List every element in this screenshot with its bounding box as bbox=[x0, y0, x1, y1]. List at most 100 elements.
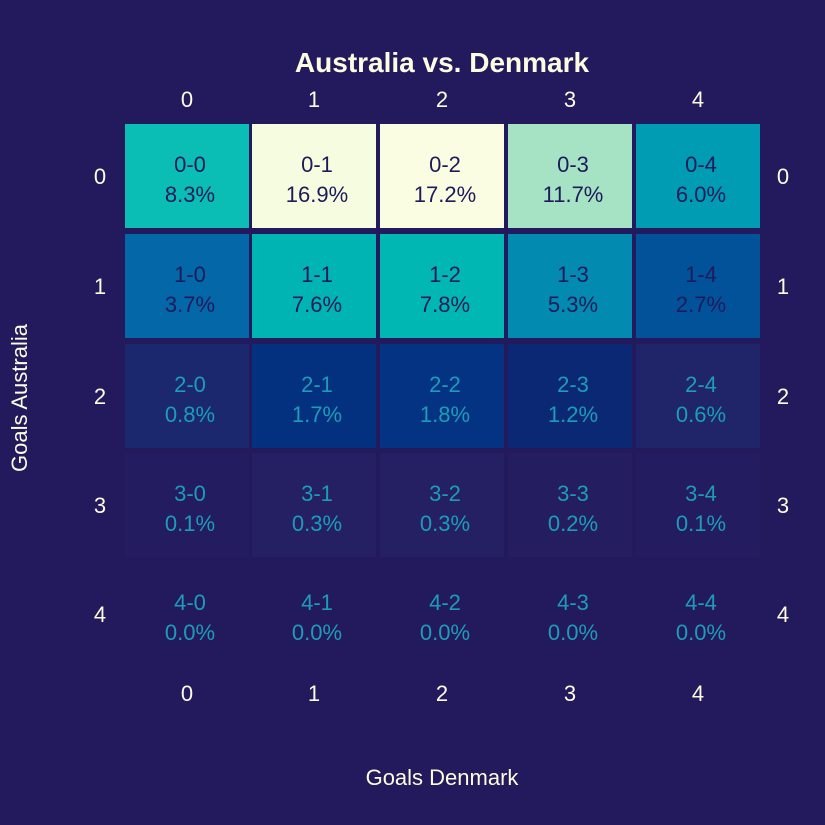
heatmap-cell-rect bbox=[508, 124, 632, 228]
cell-percent-label: 16.9% bbox=[286, 182, 348, 207]
x-tick-bottom: 2 bbox=[436, 681, 448, 706]
heatmap-cell: 4-3 0.0% bbox=[508, 562, 632, 666]
cell-score-label: 0-3 bbox=[557, 152, 589, 177]
cell-percent-label: 0.2% bbox=[548, 511, 598, 536]
heatmap-cell-rect bbox=[125, 234, 249, 338]
heatmap-cell: 2-1 1.7% bbox=[252, 344, 376, 448]
cell-score-label: 1-2 bbox=[429, 262, 461, 287]
heatmap-cell: 1-0 3.7% bbox=[125, 234, 249, 338]
cell-score-label: 3-4 bbox=[685, 481, 717, 506]
heatmap-cell: 0-0 8.3% bbox=[125, 124, 249, 228]
heatmap-cell: 3-0 0.1% bbox=[125, 453, 249, 557]
heatmap-cell-rect bbox=[380, 453, 504, 557]
heatmap-cell: 2-2 1.8% bbox=[380, 344, 504, 448]
heatmap-cell-rect bbox=[125, 453, 249, 557]
cell-percent-label: 2.7% bbox=[676, 292, 726, 317]
x-axis-label: Goals Denmark bbox=[366, 765, 520, 790]
y-tick-left: 0 bbox=[94, 164, 106, 189]
cell-percent-label: 0.1% bbox=[676, 511, 726, 536]
y-tick-right: 0 bbox=[777, 164, 789, 189]
cell-percent-label: 3.7% bbox=[165, 292, 215, 317]
cell-score-label: 2-4 bbox=[685, 372, 717, 397]
heatmap-cell-rect bbox=[636, 344, 760, 448]
cell-score-label: 0-4 bbox=[685, 152, 717, 177]
cell-percent-label: 1.2% bbox=[548, 402, 598, 427]
heatmap-cell-rect bbox=[252, 234, 376, 338]
x-tick-top: 1 bbox=[308, 87, 320, 112]
cell-percent-label: 17.2% bbox=[414, 182, 476, 207]
x-tick-bottom: 4 bbox=[692, 681, 704, 706]
y-tick-left: 4 bbox=[94, 602, 106, 627]
heatmap-cell-rect bbox=[125, 344, 249, 448]
heatmap-cell-rect bbox=[636, 124, 760, 228]
x-tick-top: 2 bbox=[436, 87, 448, 112]
cell-percent-label: 7.8% bbox=[420, 292, 470, 317]
heatmap-cell: 2-4 0.6% bbox=[636, 344, 760, 448]
y-tick-right: 4 bbox=[777, 602, 789, 627]
cell-percent-label: 0.8% bbox=[165, 402, 215, 427]
heatmap-cell: 4-4 0.0% bbox=[636, 562, 760, 666]
heatmap-cell: 1-4 2.7% bbox=[636, 234, 760, 338]
heatmap-cell-rect bbox=[380, 562, 504, 666]
heatmap-cell: 0-4 6.0% bbox=[636, 124, 760, 228]
x-tick-top: 3 bbox=[564, 87, 576, 112]
cell-percent-label: 0.0% bbox=[420, 620, 470, 645]
cell-percent-label: 0.1% bbox=[165, 511, 215, 536]
y-axis-label: Goals Australia bbox=[7, 323, 32, 472]
cell-score-label: 1-1 bbox=[301, 262, 333, 287]
heatmap-cell-rect bbox=[125, 124, 249, 228]
heatmap-cell-rect bbox=[380, 344, 504, 448]
cell-score-label: 1-3 bbox=[557, 262, 589, 287]
chart-title: Australia vs. Denmark bbox=[295, 47, 590, 78]
cell-percent-label: 1.8% bbox=[420, 402, 470, 427]
heatmap-cell-rect bbox=[380, 124, 504, 228]
heatmap-cell-rect bbox=[380, 234, 504, 338]
cell-percent-label: 11.7% bbox=[543, 182, 604, 207]
heatmap-cell-rect bbox=[252, 562, 376, 666]
cell-score-label: 3-1 bbox=[301, 481, 333, 506]
cell-score-label: 1-4 bbox=[685, 262, 717, 287]
cell-percent-label: 0.0% bbox=[548, 620, 598, 645]
cell-percent-label: 1.7% bbox=[292, 402, 342, 427]
heatmap-cells: 0-0 8.3% 0-1 16.9% 0-2 17.2% 0-3 11.7% 0-4 6.0% 1-… bbox=[125, 124, 760, 666]
cell-percent-label: 0.0% bbox=[292, 620, 342, 645]
axis-ticks: 0 0 1 1 2 2 3 3 4 4 0 0 1 1 2 2 3 3 4 4 bbox=[94, 87, 789, 706]
cell-score-label: 0-2 bbox=[429, 152, 461, 177]
heatmap-cell: 4-0 0.0% bbox=[125, 562, 249, 666]
cell-percent-label: 0.0% bbox=[676, 620, 726, 645]
heatmap-cell-rect bbox=[252, 344, 376, 448]
heatmap-cell: 0-3 11.7% bbox=[508, 124, 632, 228]
heatmap-cell: 3-1 0.3% bbox=[252, 453, 376, 557]
x-tick-bottom: 1 bbox=[308, 681, 320, 706]
y-tick-left: 2 bbox=[94, 384, 106, 409]
cell-score-label: 1-0 bbox=[174, 262, 206, 287]
y-tick-right: 3 bbox=[777, 493, 789, 518]
cell-percent-label: 0.6% bbox=[676, 402, 726, 427]
heatmap-cell: 2-0 0.8% bbox=[125, 344, 249, 448]
cell-score-label: 4-1 bbox=[301, 590, 333, 615]
cell-score-label: 3-3 bbox=[557, 481, 589, 506]
heatmap-cell-rect bbox=[636, 234, 760, 338]
heatmap-cell-rect bbox=[508, 344, 632, 448]
x-tick-top: 4 bbox=[692, 87, 704, 112]
x-tick-bottom: 3 bbox=[564, 681, 576, 706]
cell-score-label: 0-0 bbox=[174, 152, 206, 177]
heatmap-cell: 4-1 0.0% bbox=[252, 562, 376, 666]
heatmap-cell: 1-2 7.8% bbox=[380, 234, 504, 338]
cell-score-label: 4-3 bbox=[557, 590, 589, 615]
heatmap-cell-rect bbox=[252, 453, 376, 557]
heatmap-cell-rect bbox=[125, 562, 249, 666]
y-tick-left: 1 bbox=[94, 274, 106, 299]
cell-score-label: 2-1 bbox=[301, 372, 333, 397]
cell-percent-label: 6.0% bbox=[676, 182, 726, 207]
heatmap-cell-rect bbox=[252, 124, 376, 228]
cell-score-label: 4-0 bbox=[174, 590, 206, 615]
heatmap-cell: 2-3 1.2% bbox=[508, 344, 632, 448]
cell-percent-label: 0.3% bbox=[292, 511, 342, 536]
heatmap-cell: 3-4 0.1% bbox=[636, 453, 760, 557]
y-tick-right: 1 bbox=[777, 274, 789, 299]
heatmap-cell: 3-2 0.3% bbox=[380, 453, 504, 557]
heatmap-cell: 1-3 5.3% bbox=[508, 234, 632, 338]
